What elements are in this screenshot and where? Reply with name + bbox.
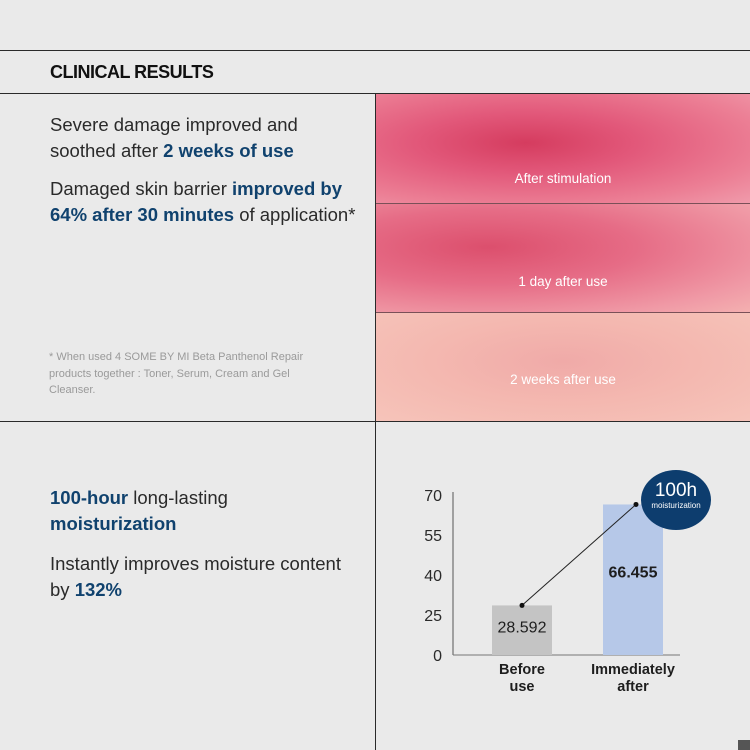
bar-value-label: 66.455 [609,564,658,581]
bar-value-label: 28.592 [498,619,547,636]
skin-photo-2-weeks: 2 weeks after use [376,313,750,421]
claim-soothing: Severe damage improved and soothed after… [50,112,340,164]
y-tick-label: 70 [424,488,442,505]
claim-highlight: 100-hour [50,487,129,508]
trend-point [633,501,639,507]
claim-highlight: improved by 64% after 30 minutes [50,178,342,225]
x-tick-label: use [510,679,535,695]
x-tick-label: Immediately [591,662,675,678]
y-tick-label: 0 [433,648,442,665]
x-tick-label: Before [499,662,545,678]
bar [603,504,663,655]
footnote: * When used 4 SOME BY MI Beta Panthenol … [49,351,304,396]
moisturization-badge: 100h moisturization [641,470,711,530]
claim-text: Damaged skin barrier [50,178,232,199]
claim-text: Instantly improves moisture content by [50,553,341,600]
claim-barrier: Damaged skin barrier improved by 64% aft… [50,176,360,228]
y-tick-label: 25 [424,608,442,625]
trend-point [519,602,525,608]
skin-photo-1-day: 1 day after use [376,204,750,312]
y-tick-label: 40 [424,568,442,585]
skin-photo-after-stimulation: After stimulation [376,94,750,203]
top-divider [0,50,750,51]
claim-highlight: 132% [74,579,123,600]
claim-text: of application* [234,204,356,225]
claim-moisture-content: Instantly improves moisture content by 1… [50,551,350,603]
photo-label: After stimulation [514,171,612,186]
photo-label: 2 weeks after use [510,372,616,387]
claim-highlight: moisturization [50,513,177,534]
badge-main-label: 100h [654,480,698,501]
claim-moisturization: 100-hour long-lasting moisturization [50,485,350,537]
badge-sub-label: moisturization [651,501,701,510]
photo-divider [376,203,750,204]
bar [492,605,552,655]
page-title: CLINICAL RESULTS [50,62,214,82]
claim-text: long-lasting [128,487,228,508]
photo-label: 1 day after use [518,274,608,289]
trend-line [521,504,637,606]
x-tick-label: after [617,679,649,695]
column-divider [375,93,376,750]
y-tick-label: 55 [424,528,442,545]
corner-mark [738,740,750,750]
claim-highlight: 2 weeks of use [163,140,294,161]
claim-text: Severe damage improved and soothed after [50,114,298,161]
photo-divider [376,312,750,313]
